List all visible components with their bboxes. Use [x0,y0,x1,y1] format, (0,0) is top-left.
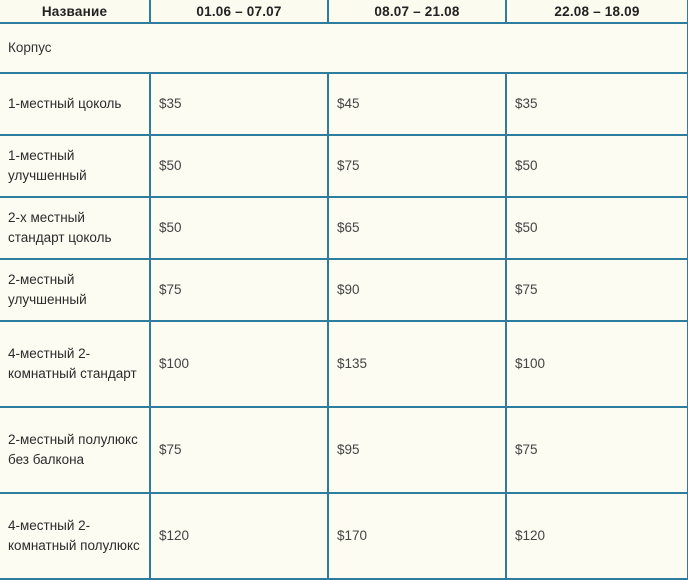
column-header-period2: 08.07 – 21.08 [328,0,507,24]
price-cell-period2: $170 [328,493,507,580]
price-cell-period2: $75 [328,135,507,198]
price-cell-period1: $50 [150,135,329,198]
table-row: 4-местный 2-комнатный стандарт $100 $135 $1… [0,321,688,408]
price-cell-period1: $75 [150,259,329,322]
price-cell-period1: $75 [150,407,329,494]
price-cell-period2: $65 [328,197,507,260]
section-row-korpus: Корпус [0,23,688,74]
room-name-cell: 1-местный улучшенный [0,135,151,198]
room-name-cell: 1-местный цоколь [0,73,151,136]
price-cell-period2: $90 [328,259,507,322]
price-cell-period3: $100 [506,321,688,408]
section-label: Корпус [0,23,688,74]
table-row: 2-местный полулюкс без балкона $75 $95 $75 [0,407,688,494]
room-name-cell: 4-местный 2-комнатный стандарт [0,321,151,408]
table-row: 1-местный цоколь $35 $45 $35 [0,73,688,136]
price-cell-period3: $50 [506,135,688,198]
price-cell-period3: $50 [506,197,688,260]
price-cell-period1: $50 [150,197,329,260]
table-row: 2-х местный стандарт цоколь $50 $65 $50 [0,197,688,260]
column-header-name: Название [0,0,151,24]
price-cell-period2: $135 [328,321,507,408]
column-header-period3: 22.08 – 18.09 [506,0,688,24]
price-cell-period1: $120 [150,493,329,580]
table-header: Название 01.06 – 07.07 08.07 – 21.08 22.… [0,0,688,24]
room-name-cell: 4-местный 2-комнатный полулюкс [0,493,151,580]
price-cell-period2: $95 [328,407,507,494]
price-cell-period3: $75 [506,407,688,494]
table-body: Корпус 1-местный цоколь $35 $45 $35 1-местны… [0,23,688,580]
price-cell-period1: $100 [150,321,329,408]
room-name-cell: 2-местный улучшенный [0,259,151,322]
table-row: 1-местный улучшенный $50 $75 $50 [0,135,688,198]
column-header-period1: 01.06 – 07.07 [150,0,329,24]
price-cell-period1: $35 [150,73,329,136]
price-cell-period3: $75 [506,259,688,322]
table-row: 2-местный улучшенный $75 $90 $75 [0,259,688,322]
price-cell-period3: $35 [506,73,688,136]
room-name-cell: 2-х местный стандарт цоколь [0,197,151,260]
price-cell-period3: $120 [506,493,688,580]
table-row: 4-местный 2-комнатный полулюкс $120 $170 $1… [0,493,688,580]
header-row: Название 01.06 – 07.07 08.07 – 21.08 22.… [0,0,688,24]
room-name-cell: 2-местный полулюкс без балкона [0,407,151,494]
price-cell-period2: $45 [328,73,507,136]
